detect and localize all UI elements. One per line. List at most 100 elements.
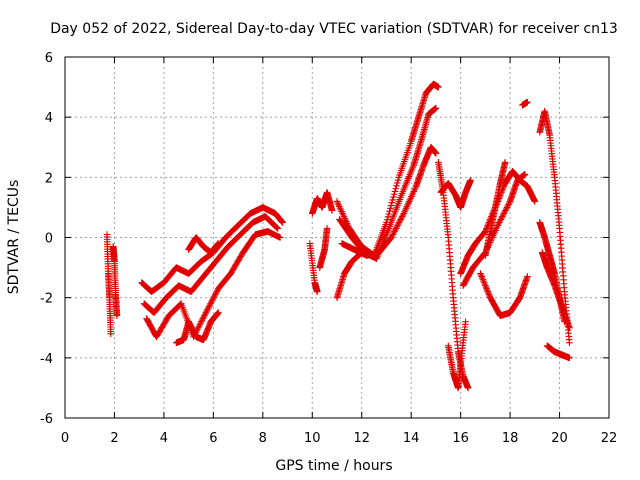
data-point bbox=[215, 240, 222, 247]
data-point bbox=[323, 225, 331, 232]
data-point bbox=[383, 216, 391, 223]
y-tick-label: -2 bbox=[40, 292, 53, 307]
data-point bbox=[398, 213, 406, 220]
series-dip-b bbox=[519, 98, 531, 109]
data-point bbox=[524, 98, 531, 106]
data-point bbox=[387, 205, 394, 212]
data-point bbox=[208, 297, 216, 304]
data-point bbox=[561, 318, 568, 326]
data-point bbox=[483, 285, 490, 292]
data-point bbox=[200, 313, 207, 321]
data-point bbox=[201, 310, 209, 318]
y-tick-label: -4 bbox=[40, 352, 53, 367]
data-point bbox=[313, 288, 321, 295]
data-point bbox=[467, 177, 474, 184]
data-point bbox=[495, 220, 502, 228]
y-tick-label: 6 bbox=[45, 51, 53, 66]
data-point bbox=[196, 321, 204, 329]
data-point bbox=[272, 223, 280, 231]
data-point bbox=[203, 307, 211, 315]
series-arc-b bbox=[140, 213, 281, 317]
data-point bbox=[482, 282, 489, 289]
data-point bbox=[204, 304, 212, 312]
y-tick-label: 4 bbox=[45, 111, 53, 126]
data-point bbox=[505, 201, 512, 208]
data-point bbox=[393, 182, 400, 190]
x-tick-label: 8 bbox=[259, 431, 267, 446]
series-rec-c bbox=[482, 158, 509, 259]
data-point bbox=[201, 312, 208, 320]
x-tick-label: 10 bbox=[304, 431, 321, 446]
x-tick-label: 18 bbox=[502, 431, 519, 446]
grid bbox=[65, 57, 609, 418]
data-point bbox=[432, 104, 440, 112]
data-point bbox=[199, 315, 207, 323]
x-tick-label: 14 bbox=[403, 431, 420, 446]
data-point bbox=[391, 188, 399, 195]
data-point bbox=[213, 288, 221, 295]
data-point bbox=[209, 295, 217, 303]
series-early-a bbox=[103, 231, 115, 338]
data-point bbox=[177, 301, 184, 308]
y-tick-label: -6 bbox=[40, 412, 53, 427]
x-axis-label: GPS time / hours bbox=[275, 458, 392, 474]
x-tick-label: 16 bbox=[452, 431, 469, 446]
data-point bbox=[215, 309, 222, 317]
data-point bbox=[207, 300, 214, 307]
data-point bbox=[107, 330, 115, 338]
data-point bbox=[211, 291, 219, 298]
data-point bbox=[501, 208, 508, 216]
data-point bbox=[477, 270, 484, 277]
data-point bbox=[482, 283, 490, 291]
data-point bbox=[521, 171, 529, 178]
data-point bbox=[113, 312, 121, 320]
series-rise-d bbox=[333, 249, 366, 301]
y-tick-label: 2 bbox=[45, 171, 53, 186]
data-point bbox=[357, 249, 365, 257]
data-point bbox=[399, 211, 407, 219]
series-late-a bbox=[536, 107, 573, 347]
data-point bbox=[208, 298, 215, 306]
data-point bbox=[394, 176, 402, 184]
data-point bbox=[392, 225, 400, 232]
data-point bbox=[485, 289, 492, 297]
series-mid-a bbox=[308, 189, 336, 217]
data-point bbox=[390, 229, 398, 237]
data-point bbox=[212, 289, 220, 297]
data-point bbox=[388, 232, 396, 240]
data-point bbox=[279, 219, 286, 226]
data-point bbox=[389, 231, 397, 238]
series-dip-a bbox=[477, 270, 531, 320]
data-point bbox=[524, 273, 531, 280]
data-point bbox=[501, 158, 509, 166]
x-tick-label: 4 bbox=[160, 431, 168, 446]
data-point bbox=[478, 273, 485, 280]
data-point bbox=[432, 149, 440, 157]
series-arc-d bbox=[172, 309, 222, 347]
y-tick-label: 0 bbox=[45, 232, 53, 247]
data-point bbox=[496, 217, 504, 225]
data-point bbox=[500, 210, 508, 217]
data-point bbox=[484, 288, 492, 295]
data-point bbox=[388, 199, 396, 207]
x-tick-label: 12 bbox=[353, 431, 370, 446]
data-point bbox=[358, 249, 366, 256]
x-tick-label: 20 bbox=[551, 431, 568, 446]
data-point bbox=[480, 279, 488, 286]
data-point bbox=[386, 207, 393, 215]
data-point bbox=[396, 217, 404, 225]
data-point bbox=[481, 280, 489, 288]
data-point bbox=[398, 214, 405, 222]
y-tick-labels: -6 -4 -2 0 2 4 6 bbox=[40, 51, 53, 427]
data-point bbox=[393, 223, 401, 231]
data-point bbox=[384, 213, 392, 221]
data-point bbox=[210, 294, 217, 301]
series-fall-c bbox=[437, 177, 474, 211]
y-axis-label: SDTVAR / TECUs bbox=[6, 180, 22, 295]
data-point bbox=[566, 354, 573, 362]
data-point bbox=[357, 250, 364, 257]
x-tick-labels: 0 2 4 6 8 10 12 14 16 18 20 22 bbox=[61, 431, 617, 446]
data-point bbox=[202, 309, 210, 317]
x-tick-label: 0 bbox=[61, 431, 69, 446]
